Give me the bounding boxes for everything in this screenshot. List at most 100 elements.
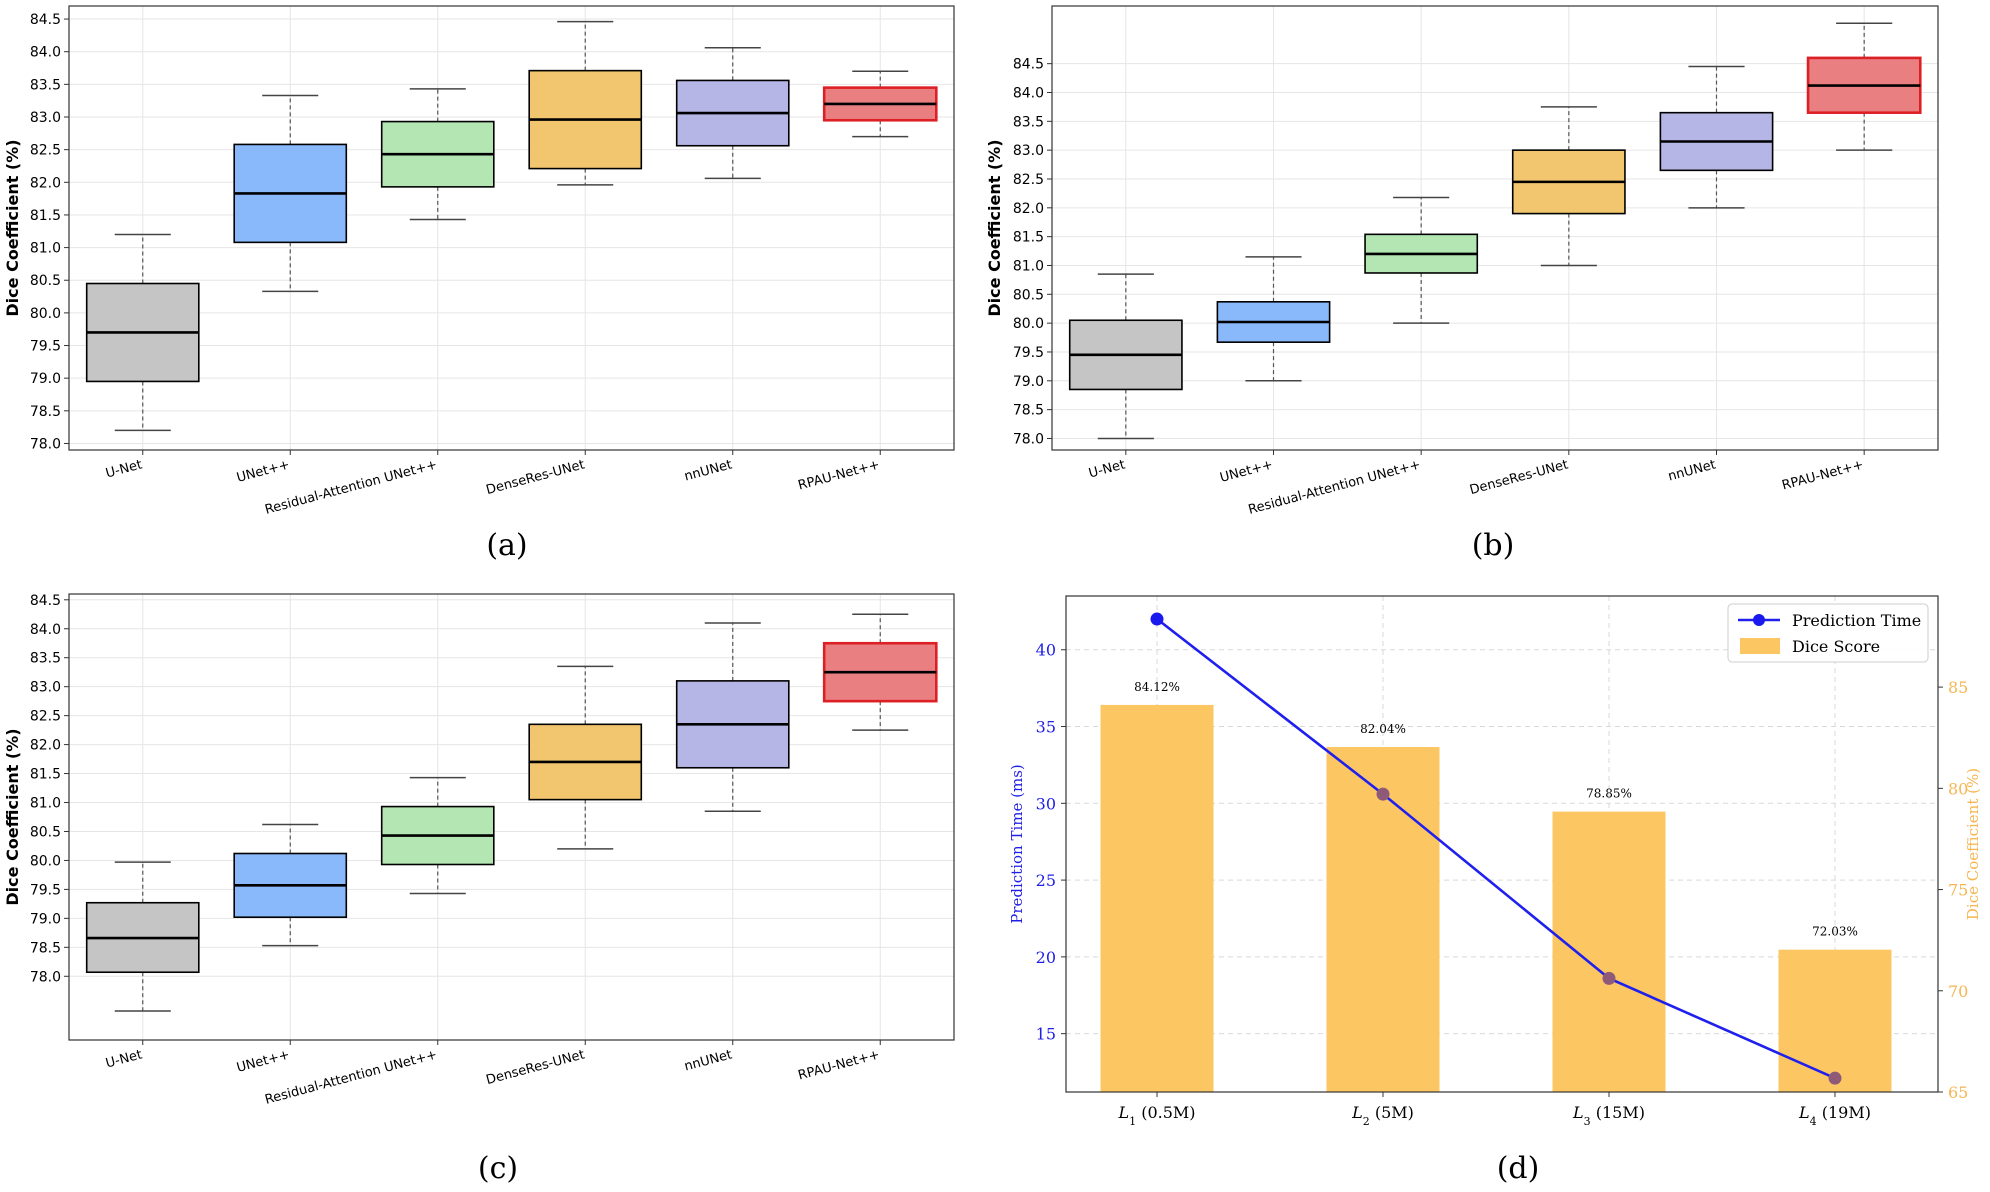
panel-c: 78.0 78.5 79.0 79.5 80.0 80.5 81.0 81.5 82.0 82.5… xyxy=(3,593,955,1186)
bar-value-label: 82.04% xyxy=(1360,722,1406,736)
y-tick-label: 79.0 xyxy=(1013,374,1044,390)
x-tick-subscript: 2 xyxy=(1363,1115,1370,1128)
axes-frame xyxy=(68,593,955,1041)
x-tick-rest: (15M) xyxy=(1591,1103,1645,1122)
y-tick-label: 81.5 xyxy=(30,767,61,783)
x-tick-label: DenseRes-UNet xyxy=(485,457,587,498)
panel-caption: (a) xyxy=(486,528,527,563)
y-right-tick-label: 75 xyxy=(1948,881,1968,900)
y-tick-label: 79.0 xyxy=(30,371,61,387)
legend-bar-swatch xyxy=(1740,638,1780,654)
y-left-tick-label: 40 xyxy=(1036,641,1056,660)
y-tick-label: 83.0 xyxy=(1013,143,1044,159)
y-tick-label: 80.0 xyxy=(1013,316,1044,332)
y-tick-label: 83.0 xyxy=(30,680,61,696)
axes-frame xyxy=(1065,595,1939,1093)
panel-b: 78.0 78.5 79.0 79.5 80.0 80.5 81.0 81.5 82.0 82.5… xyxy=(985,5,1939,563)
x-tick-label: U-Net xyxy=(104,457,144,481)
y-tick-label: 81.5 xyxy=(30,208,61,224)
y-right-tick-label: 65 xyxy=(1948,1083,1968,1102)
y-tick-label: 78.0 xyxy=(1013,431,1044,447)
panel-d: 84.12% 82.04% 78.85% 72.03% 15 20 25 30 35 40 65 70… xyxy=(1008,595,1982,1186)
x-tick-label: UNet++ xyxy=(1218,457,1274,485)
y-tick-label: 78.0 xyxy=(30,436,61,452)
y-tick-label: 78.0 xyxy=(30,969,61,985)
y-right-axis-label: Dice Coefficient (%) xyxy=(1964,768,1982,920)
bar-value-label: 84.12% xyxy=(1134,680,1180,694)
y-tick-label: 81.0 xyxy=(30,241,61,257)
y-left-tick-label: 15 xyxy=(1036,1025,1056,1044)
prediction-time-line xyxy=(1156,618,1836,1080)
x-tick-base: L xyxy=(1798,1103,1810,1122)
y-tick-label: 84.0 xyxy=(1013,85,1044,101)
y-tick-label: 79.5 xyxy=(1013,345,1044,361)
x-tick-label: L3 (15M) xyxy=(1572,1103,1645,1128)
x-tick-base: L xyxy=(1572,1103,1584,1122)
x-tick-label: UNet++ xyxy=(235,457,291,485)
y-tick-label: 84.0 xyxy=(30,622,61,638)
prediction-time-marker xyxy=(1150,612,1164,626)
y-left-tick-label: 20 xyxy=(1036,948,1056,967)
y-tick-label: 82.0 xyxy=(1013,201,1044,217)
axes-frame xyxy=(68,5,955,451)
x-tick-label: nnUNet xyxy=(683,457,734,484)
y-tick-label: 79.5 xyxy=(30,339,61,355)
prediction-time-marker xyxy=(1376,787,1390,801)
y-tick-label: 78.5 xyxy=(1013,403,1044,419)
y-tick-label: 83.5 xyxy=(30,77,61,93)
y-right-tick-label: 70 xyxy=(1948,982,1968,1001)
x-tick-rest: (5M) xyxy=(1370,1103,1414,1122)
y-tick-label: 81.5 xyxy=(1013,230,1044,246)
x-tick-base: L xyxy=(1351,1103,1363,1122)
legend: Prediction Time Dice Score xyxy=(1727,603,1929,663)
dice-bar xyxy=(1552,811,1666,1092)
y-left-tick-label: 30 xyxy=(1036,794,1056,813)
legend-marker-swatch xyxy=(1753,614,1765,626)
y-left-tick-label: 35 xyxy=(1036,718,1056,737)
y-axis-label: Dice Coefficient (%) xyxy=(3,728,22,905)
y-tick-label: 78.5 xyxy=(30,404,61,420)
y-axis-label: Dice Coefficient (%) xyxy=(3,139,22,316)
dice-bar xyxy=(1326,747,1440,1092)
dice-bar xyxy=(1778,949,1892,1092)
x-tick-label: DenseRes-UNet xyxy=(485,1047,587,1088)
x-tick-label: U-Net xyxy=(104,1047,144,1071)
y-right-tick-label: 85 xyxy=(1948,678,1968,697)
panel-caption: (c) xyxy=(478,1151,518,1186)
y-tick-label: 81.0 xyxy=(1013,258,1044,274)
panel-caption: (d) xyxy=(1497,1151,1540,1186)
y-tick-label: 79.0 xyxy=(30,911,61,927)
panel-a: 78.0 78.5 79.0 79.5 80.0 80.5 81.0 81.5 82.0 82.5… xyxy=(3,5,955,563)
x-tick-label: U-Net xyxy=(1087,457,1127,481)
x-tick-base: L xyxy=(1117,1103,1129,1122)
y-tick-label: 80.5 xyxy=(30,273,61,289)
prediction-time-marker xyxy=(1602,971,1616,985)
y-tick-label: 78.5 xyxy=(30,940,61,956)
x-tick-rest: (0.5M) xyxy=(1136,1103,1195,1122)
x-tick-label: L4 (19M) xyxy=(1798,1103,1871,1128)
x-tick-subscript: 3 xyxy=(1584,1115,1591,1128)
y-tick-label: 80.0 xyxy=(30,853,61,869)
y-tick-label: 81.0 xyxy=(30,796,61,812)
y-tick-label: 83.0 xyxy=(30,110,61,126)
x-tick-label: RPAU-Net++ xyxy=(1780,457,1865,493)
y-tick-label: 82.5 xyxy=(1013,172,1044,188)
y-tick-label: 84.5 xyxy=(1013,57,1044,73)
bar-value-label: 72.03% xyxy=(1812,925,1858,939)
y-tick-label: 84.5 xyxy=(30,12,61,28)
y-tick-label: 84.5 xyxy=(30,593,61,609)
y-axis-label: Dice Coefficient (%) xyxy=(985,139,1004,316)
legend-label-dice-score: Dice Score xyxy=(1792,637,1880,656)
y-left-axis-label: Prediction Time (ms) xyxy=(1008,764,1026,924)
y-tick-label: 84.0 xyxy=(30,45,61,61)
y-tick-label: 80.5 xyxy=(1013,287,1044,303)
axes-frame xyxy=(1051,5,1939,451)
x-tick-subscript: 1 xyxy=(1129,1115,1136,1128)
x-tick-label: L1 (0.5M) xyxy=(1117,1103,1195,1128)
x-tick-rest: (19M) xyxy=(1817,1103,1871,1122)
bar-value-label: 78.85% xyxy=(1586,787,1632,801)
y-tick-label: 83.5 xyxy=(30,651,61,667)
y-tick-label: 80.5 xyxy=(30,824,61,840)
x-tick-label: RPAU-Net++ xyxy=(797,1047,882,1083)
